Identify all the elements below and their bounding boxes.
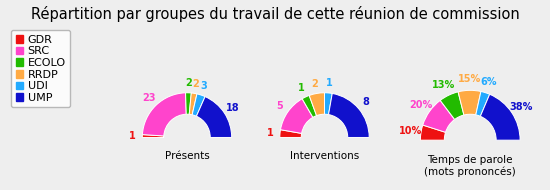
Text: 38%: 38% [509, 102, 532, 112]
Wedge shape [192, 94, 205, 116]
Text: Présents: Présents [164, 151, 210, 161]
Wedge shape [196, 97, 232, 137]
Wedge shape [302, 95, 317, 117]
Wedge shape [185, 93, 191, 114]
Text: 1: 1 [298, 83, 305, 93]
Text: 10%: 10% [399, 126, 422, 136]
Text: 1: 1 [267, 128, 273, 138]
Text: 1: 1 [129, 131, 136, 141]
Text: Répartition par groupes du travail de cette réunion de commission: Répartition par groupes du travail de ce… [31, 6, 519, 22]
Wedge shape [328, 93, 369, 137]
Wedge shape [480, 94, 520, 140]
Text: 8: 8 [363, 97, 370, 107]
Wedge shape [142, 93, 186, 136]
Text: 3: 3 [201, 81, 207, 91]
Text: 5: 5 [277, 101, 283, 111]
Text: Interventions: Interventions [290, 151, 359, 161]
Text: Temps de parole
(mots prononcés): Temps de parole (mots prononcés) [425, 155, 516, 177]
Wedge shape [324, 93, 332, 115]
Wedge shape [458, 90, 481, 115]
Wedge shape [280, 99, 313, 133]
Text: 15%: 15% [458, 74, 481, 84]
Wedge shape [423, 100, 455, 132]
Text: 6%: 6% [481, 77, 497, 87]
Text: 13%: 13% [432, 80, 455, 90]
Text: 23: 23 [142, 93, 156, 103]
Text: 20%: 20% [409, 100, 432, 110]
Text: 2: 2 [312, 79, 318, 89]
Text: 2: 2 [185, 78, 192, 88]
Wedge shape [476, 91, 490, 116]
Wedge shape [280, 130, 301, 137]
Wedge shape [309, 93, 324, 116]
Wedge shape [142, 135, 164, 137]
Text: 18: 18 [226, 103, 239, 113]
Text: 2: 2 [192, 79, 199, 89]
Text: 1: 1 [326, 78, 333, 88]
Legend: GDR, SRC, ECOLO, RRDP, UDI, UMP: GDR, SRC, ECOLO, RRDP, UDI, UMP [11, 30, 70, 108]
Wedge shape [420, 125, 446, 140]
Wedge shape [189, 93, 197, 115]
Wedge shape [440, 92, 464, 120]
